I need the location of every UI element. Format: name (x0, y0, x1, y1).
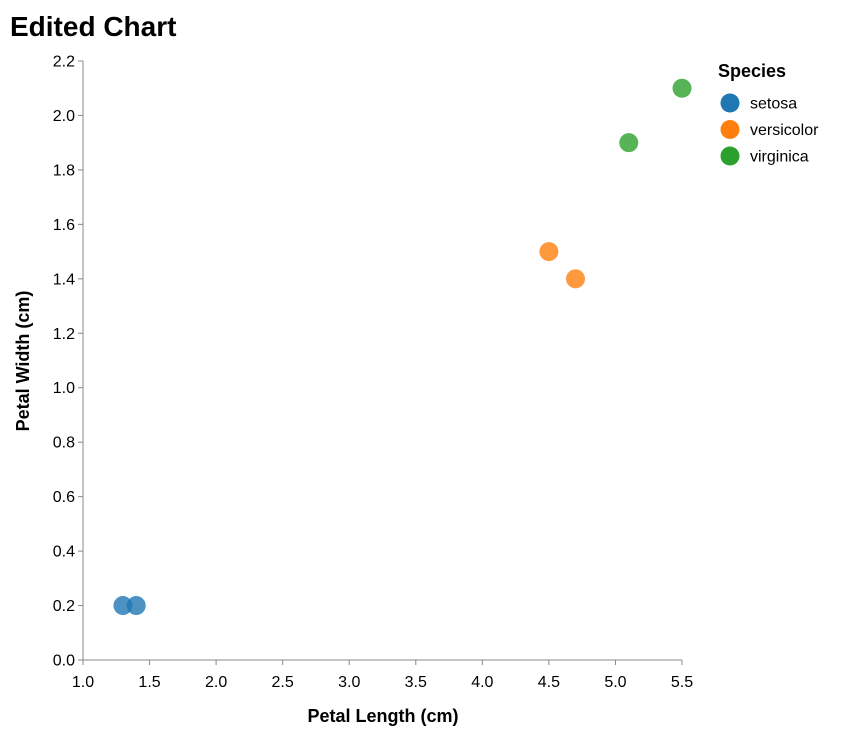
y-tick-label: 2.2 (53, 54, 75, 71)
data-point-virginica (672, 78, 692, 98)
y-axis: 0.0 0.2 0.4 0.6 0.8 1.0 1.2 1.4 1.6 1.8 2.0 2.2 (53, 54, 84, 670)
y-tick-label: 0.0 (53, 653, 75, 670)
legend-label-virginica: virginica (750, 149, 809, 166)
x-tick-label: 1.0 (72, 674, 94, 691)
x-tick-label: 4.0 (471, 674, 493, 691)
x-tick-label: 5.0 (604, 674, 626, 691)
x-tick-label: 5.5 (671, 674, 693, 691)
y-tick-label: 0.8 (53, 435, 75, 452)
y-tick-label: 2.0 (53, 108, 75, 125)
x-tick-label: 3.0 (338, 674, 360, 691)
x-tick-label: 2.5 (272, 674, 294, 691)
legend-symbol-setosa (720, 93, 740, 113)
y-tick-label: 0.2 (53, 598, 75, 615)
legend-symbol-virginica (720, 146, 740, 166)
chart-title: Edited Chart (10, 11, 176, 42)
y-axis-title: Petal Width (cm) (13, 291, 33, 432)
data-point-virginica (619, 133, 639, 153)
legend-title: Species (718, 61, 786, 81)
data-point-versicolor (539, 242, 559, 262)
data-point-setosa (113, 596, 133, 616)
y-tick-label: 1.2 (53, 326, 75, 343)
y-tick-label: 0.6 (53, 489, 75, 506)
data-point-versicolor (566, 269, 586, 289)
data-points (113, 78, 692, 616)
x-tick-label: 2.0 (205, 674, 227, 691)
x-tick-label: 3.5 (405, 674, 427, 691)
legend-label-setosa: setosa (750, 96, 797, 113)
x-axis-title: Petal Length (cm) (307, 706, 458, 726)
legend-symbol-versicolor (720, 120, 740, 139)
x-tick-label: 1.5 (138, 674, 160, 691)
legend: Species setosa versicolor virginica (718, 61, 819, 166)
x-axis: 1.0 1.5 2.0 2.5 3.0 3.5 4.0 4.5 5.0 5.5 (72, 659, 693, 691)
y-tick-label: 1.8 (53, 162, 75, 179)
y-tick-label: 1.6 (53, 217, 75, 234)
x-tick-label: 4.5 (538, 674, 560, 691)
legend-label-versicolor: versicolor (750, 122, 819, 139)
data-point-setosa (126, 596, 146, 616)
y-tick-label: 1.4 (53, 271, 75, 288)
y-tick-label: 1.0 (53, 380, 75, 397)
y-tick-label: 0.4 (53, 544, 75, 561)
